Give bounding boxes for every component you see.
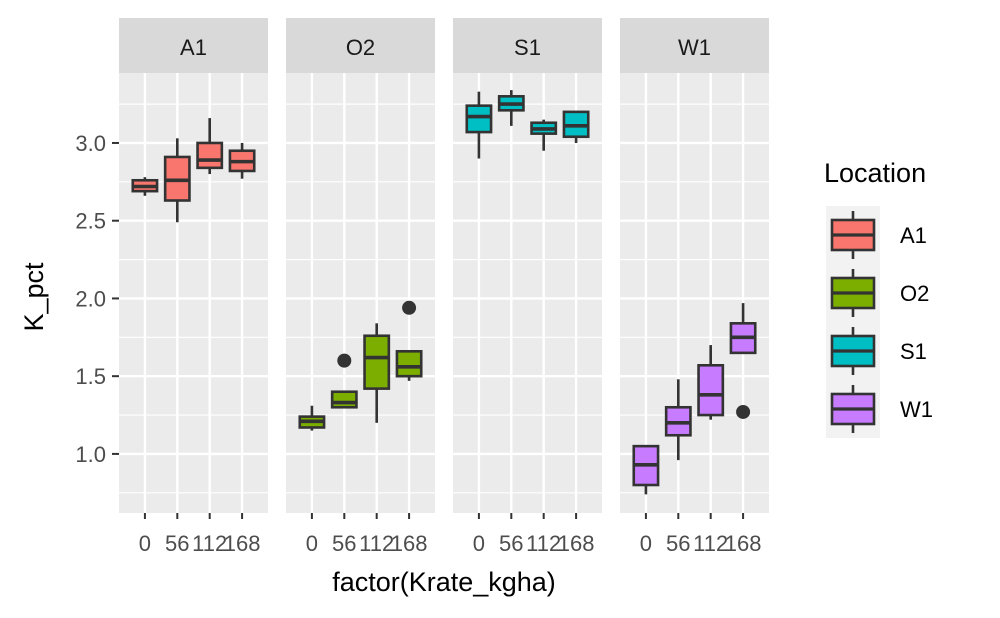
legend-item-s1: S1 — [826, 322, 927, 380]
facet-strip-label: W1 — [678, 35, 711, 60]
x-tick-label: 112 — [192, 531, 227, 556]
box-a1-56 — [163, 138, 191, 223]
facet-panel-o2: O2 — [286, 18, 435, 513]
x-tick-label: 168 — [558, 531, 595, 556]
box-s1-168 — [562, 110, 590, 143]
box-a1-0 — [131, 177, 159, 196]
x-tick-label: 112 — [359, 531, 394, 556]
box-body — [465, 104, 493, 134]
box-body — [363, 334, 391, 390]
box-w1-56 — [664, 379, 692, 461]
panel-background — [453, 73, 602, 513]
y-tick-label: 1.5 — [75, 364, 106, 389]
x-axis-title: factor(Krate_kgha) — [332, 567, 556, 597]
x-tick-label: 56 — [666, 531, 690, 556]
x-tick-label: 56 — [332, 531, 356, 556]
box-o2-56 — [330, 353, 358, 409]
box-w1-168 — [729, 303, 757, 419]
legend-title: Location — [824, 158, 926, 188]
legend-item-o2: O2 — [826, 264, 929, 322]
legend-label: W1 — [900, 397, 933, 422]
y-tick-label: 2.5 — [75, 209, 106, 234]
y-tick-label: 2.0 — [75, 286, 106, 311]
facet-strip — [286, 18, 435, 73]
x-tick-label: 168 — [224, 531, 261, 556]
facet-panel-s1: S1 — [453, 18, 602, 513]
y-axis-title: K_pct — [19, 262, 49, 332]
facet-strip — [119, 18, 268, 73]
box-w1-112 — [697, 345, 725, 420]
legend-item-a1: A1 — [826, 206, 927, 264]
y-tick-label: 1.0 — [75, 442, 106, 467]
box-a1-112 — [196, 118, 224, 175]
legend-item-w1: W1 — [826, 380, 933, 438]
box-o2-0 — [298, 405, 326, 431]
facet-panel-w1: W1 — [620, 18, 769, 513]
x-tick-label: 0 — [640, 531, 652, 556]
x-tick-label: 0 — [306, 531, 318, 556]
legend-label: A1 — [900, 223, 927, 248]
box-body — [697, 363, 725, 417]
box-o2-168 — [395, 300, 423, 381]
facet-strip — [620, 18, 769, 73]
x-tick-label: 56 — [499, 531, 523, 556]
outlier-point — [402, 300, 417, 315]
legend-keys: A1 O2 S1 W1 — [826, 206, 933, 438]
facet-strip-label: O2 — [346, 35, 375, 60]
box-w1-0 — [632, 444, 660, 495]
box-s1-112 — [530, 119, 558, 151]
x-tick-label: 112 — [526, 531, 561, 556]
y-axis: 1.0 1.5 2.0 2.5 3.0 — [75, 131, 119, 467]
y-tick-label: 3.0 — [75, 131, 106, 156]
x-tick-label: 168 — [725, 531, 762, 556]
panel-background — [119, 73, 268, 513]
box-body — [395, 350, 423, 378]
facet-panels: A1 O2 S1 W1 — [119, 18, 769, 513]
box-a1-168 — [228, 142, 256, 179]
x-tick-label: 56 — [165, 531, 189, 556]
legend-label: S1 — [900, 339, 927, 364]
box-body — [196, 141, 224, 170]
x-tick-label: 168 — [391, 531, 428, 556]
outlier-point — [736, 404, 751, 419]
facet-strip-label: A1 — [180, 35, 207, 60]
box-body — [330, 390, 358, 409]
x-tick-label: 0 — [139, 531, 151, 556]
panel-background — [286, 73, 435, 513]
box-s1-56 — [497, 90, 525, 126]
box-s1-0 — [465, 91, 493, 159]
outlier-point — [337, 353, 352, 368]
x-tick-label: 0 — [473, 531, 485, 556]
facet-strip-label: S1 — [514, 35, 541, 60]
x-tick-label: 112 — [693, 531, 728, 556]
facet-strip — [453, 18, 602, 73]
facet-panel-a1: A1 — [119, 18, 268, 513]
box-o2-112 — [363, 323, 391, 423]
legend-label: O2 — [900, 281, 929, 306]
legend: Location A1 O2 S1 W1 — [824, 158, 933, 438]
